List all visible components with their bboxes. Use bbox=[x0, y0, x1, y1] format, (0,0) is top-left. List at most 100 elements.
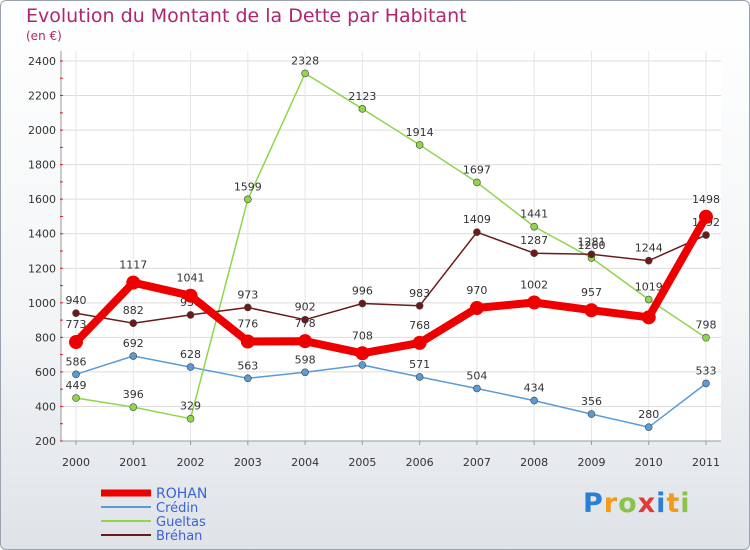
x-tick-label: 2001 bbox=[119, 456, 147, 469]
data-point bbox=[301, 315, 309, 324]
data-label: 563 bbox=[237, 359, 258, 372]
y-tick-label: 2400 bbox=[28, 55, 56, 68]
x-tick-label: 2004 bbox=[291, 456, 319, 469]
data-point bbox=[415, 141, 424, 149]
data-point bbox=[415, 301, 424, 310]
x-tick-label: 2005 bbox=[348, 456, 376, 469]
data-label: 586 bbox=[66, 355, 87, 368]
data-point bbox=[186, 363, 195, 371]
data-point bbox=[530, 222, 538, 231]
data-label: 996 bbox=[352, 285, 373, 298]
data-label: 533 bbox=[696, 364, 717, 377]
data-label: 882 bbox=[123, 304, 144, 317]
logo-letter: x bbox=[637, 488, 657, 519]
data-point bbox=[587, 410, 596, 418]
data-point bbox=[129, 403, 138, 411]
data-label: 356 bbox=[581, 395, 602, 408]
data-label: 1914 bbox=[406, 126, 434, 139]
data-point bbox=[530, 249, 538, 258]
data-label: 983 bbox=[409, 287, 430, 300]
x-tick-label: 2007 bbox=[463, 456, 491, 469]
x-tick-label: 2006 bbox=[406, 456, 434, 469]
logo-letter: t bbox=[666, 488, 681, 519]
series-line-crédin bbox=[75, 355, 707, 428]
logo-letter: i bbox=[656, 488, 667, 519]
data-label: 1244 bbox=[635, 242, 663, 255]
y-tick-label: 1000 bbox=[28, 297, 56, 310]
data-point bbox=[699, 209, 713, 224]
data-point bbox=[702, 379, 710, 388]
data-label: 504 bbox=[466, 369, 487, 382]
logo-letter: P bbox=[583, 488, 604, 519]
y-tick-label: 600 bbox=[35, 366, 56, 379]
x-tick-label: 2011 bbox=[692, 456, 720, 469]
data-point bbox=[244, 374, 252, 383]
logo-letter: i bbox=[680, 488, 691, 519]
data-label: 1409 bbox=[463, 213, 491, 226]
data-label: 973 bbox=[237, 288, 258, 301]
data-point bbox=[355, 346, 370, 361]
data-label: 798 bbox=[696, 319, 717, 332]
y-tick-label: 1200 bbox=[28, 262, 56, 275]
data-label: 940 bbox=[66, 294, 87, 307]
data-point bbox=[702, 333, 710, 342]
data-label: 1441 bbox=[520, 208, 548, 221]
series-line-bréhan bbox=[75, 231, 707, 324]
x-tick-label: 2009 bbox=[577, 456, 605, 469]
legend-label: Gueltas bbox=[156, 515, 206, 530]
x-tick-label: 2010 bbox=[635, 456, 663, 469]
data-point bbox=[473, 228, 481, 236]
y-tick-label: 1800 bbox=[28, 159, 56, 172]
data-point bbox=[473, 178, 481, 187]
data-point bbox=[186, 414, 195, 423]
data-point bbox=[358, 105, 367, 113]
data-point bbox=[301, 368, 309, 377]
series-line-rohan bbox=[73, 214, 710, 358]
x-tick-label: 2002 bbox=[177, 456, 205, 469]
data-label: 776 bbox=[237, 318, 258, 331]
y-tick-label: 1400 bbox=[28, 228, 56, 241]
data-label: 773 bbox=[66, 318, 87, 331]
data-point bbox=[644, 256, 653, 265]
data-label: 571 bbox=[409, 358, 430, 371]
logo-letter: o bbox=[618, 488, 638, 519]
y-tick-label: 2200 bbox=[28, 90, 56, 103]
x-tick-label: 2003 bbox=[234, 456, 262, 469]
data-label: 708 bbox=[352, 329, 373, 342]
data-point bbox=[412, 335, 427, 350]
y-tick-label: 200 bbox=[35, 435, 56, 448]
data-point bbox=[587, 250, 596, 259]
proxiti-logo: Proxiti bbox=[583, 488, 691, 519]
data-point bbox=[644, 295, 653, 304]
data-point bbox=[644, 423, 653, 431]
data-point bbox=[244, 195, 252, 204]
chart-subtitle: (en €) bbox=[26, 29, 62, 43]
data-point bbox=[72, 370, 80, 379]
data-label: 2123 bbox=[348, 90, 376, 103]
x-tick-label: 2008 bbox=[520, 456, 548, 469]
data-label: 628 bbox=[180, 348, 201, 361]
data-label: 768 bbox=[409, 319, 430, 332]
plot-area bbox=[61, 51, 721, 441]
y-tick-label: 2000 bbox=[28, 124, 56, 137]
data-point bbox=[702, 231, 710, 239]
data-point bbox=[358, 361, 367, 369]
data-point bbox=[527, 295, 542, 310]
data-point bbox=[584, 303, 599, 318]
data-label: 957 bbox=[581, 286, 602, 299]
y-tick-label: 800 bbox=[35, 331, 56, 344]
data-label: 692 bbox=[123, 337, 144, 350]
data-point bbox=[129, 319, 138, 328]
legend-label: ROHAN bbox=[156, 486, 207, 502]
data-point bbox=[129, 352, 138, 360]
data-label: 280 bbox=[638, 408, 659, 421]
data-point bbox=[298, 334, 313, 349]
data-label: 1287 bbox=[520, 234, 548, 247]
data-label: 778 bbox=[295, 317, 316, 330]
data-label: 396 bbox=[123, 388, 144, 401]
series-line-gueltas bbox=[75, 72, 707, 420]
data-point bbox=[469, 301, 484, 315]
data-point bbox=[358, 299, 367, 308]
data-label: 1498 bbox=[692, 193, 720, 206]
